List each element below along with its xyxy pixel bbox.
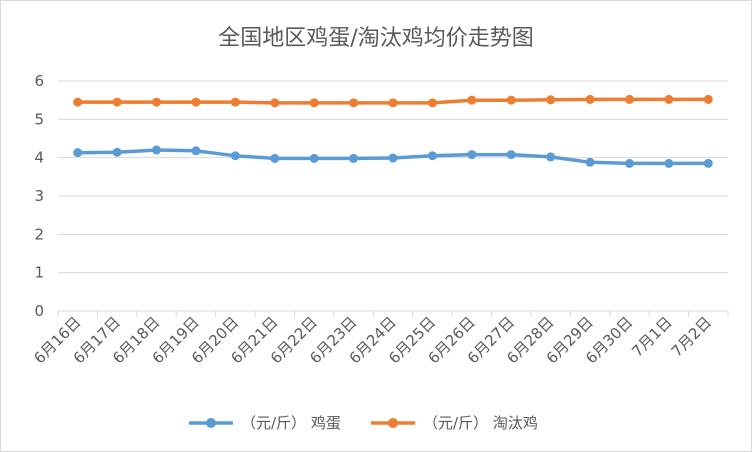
data-point — [703, 94, 713, 104]
y-tick-label: 6 — [34, 72, 44, 90]
data-point — [309, 153, 319, 163]
data-point — [624, 158, 634, 168]
chart-title: 全国地区鸡蛋/淘汰鸡均价走势图 — [218, 26, 533, 51]
legend-marker-1 — [388, 418, 398, 428]
data-point — [73, 97, 83, 107]
data-point — [152, 97, 162, 107]
data-point — [546, 152, 556, 162]
legend-label-1: （元/斤） 淘汰鸡 — [423, 414, 538, 432]
legend-marker-0 — [206, 418, 216, 428]
data-point — [388, 98, 398, 108]
data-point — [703, 158, 713, 168]
data-point — [585, 94, 595, 104]
legend-label-0: （元/斤） 鸡蛋 — [241, 414, 341, 432]
y-tick-label: 5 — [34, 110, 44, 128]
data-point — [73, 148, 83, 158]
gridlines — [58, 80, 728, 312]
data-point — [112, 97, 122, 107]
data-point — [664, 94, 674, 104]
data-point — [270, 153, 280, 163]
x-tick-label: 7月1日 — [628, 313, 675, 360]
data-point — [191, 97, 201, 107]
data-point — [230, 97, 240, 107]
data-point — [388, 153, 398, 163]
data-point — [585, 157, 595, 167]
data-point — [624, 94, 634, 104]
data-point — [467, 150, 477, 160]
data-point — [349, 98, 359, 108]
data-point — [191, 146, 201, 156]
data-point — [664, 158, 674, 168]
data-point — [112, 147, 122, 157]
data-point — [309, 98, 319, 108]
y-tick-label: 0 — [34, 302, 44, 320]
data-point — [427, 98, 437, 108]
data-point — [506, 95, 516, 105]
y-tick-label: 3 — [34, 187, 44, 205]
data-point — [230, 151, 240, 161]
series-group — [73, 94, 713, 168]
data-point — [427, 151, 437, 161]
y-tick-label: 4 — [34, 149, 44, 167]
data-point — [546, 95, 556, 105]
data-point — [506, 150, 516, 160]
x-axis-ticks: 6月16日6月17日6月18日6月19日6月20日6月21日6月22日6月23日… — [30, 311, 729, 367]
legend: （元/斤） 鸡蛋 （元/斤） 淘汰鸡 — [189, 414, 538, 432]
data-point — [152, 145, 162, 155]
data-point — [467, 95, 477, 105]
y-tick-label: 2 — [34, 225, 44, 243]
data-point — [349, 153, 359, 163]
y-tick-label: 1 — [34, 264, 44, 282]
data-point — [270, 98, 280, 108]
y-axis-ticks: 0 1 2 3 4 5 6 — [34, 72, 44, 320]
x-tick-label: 7月2日 — [668, 313, 715, 360]
